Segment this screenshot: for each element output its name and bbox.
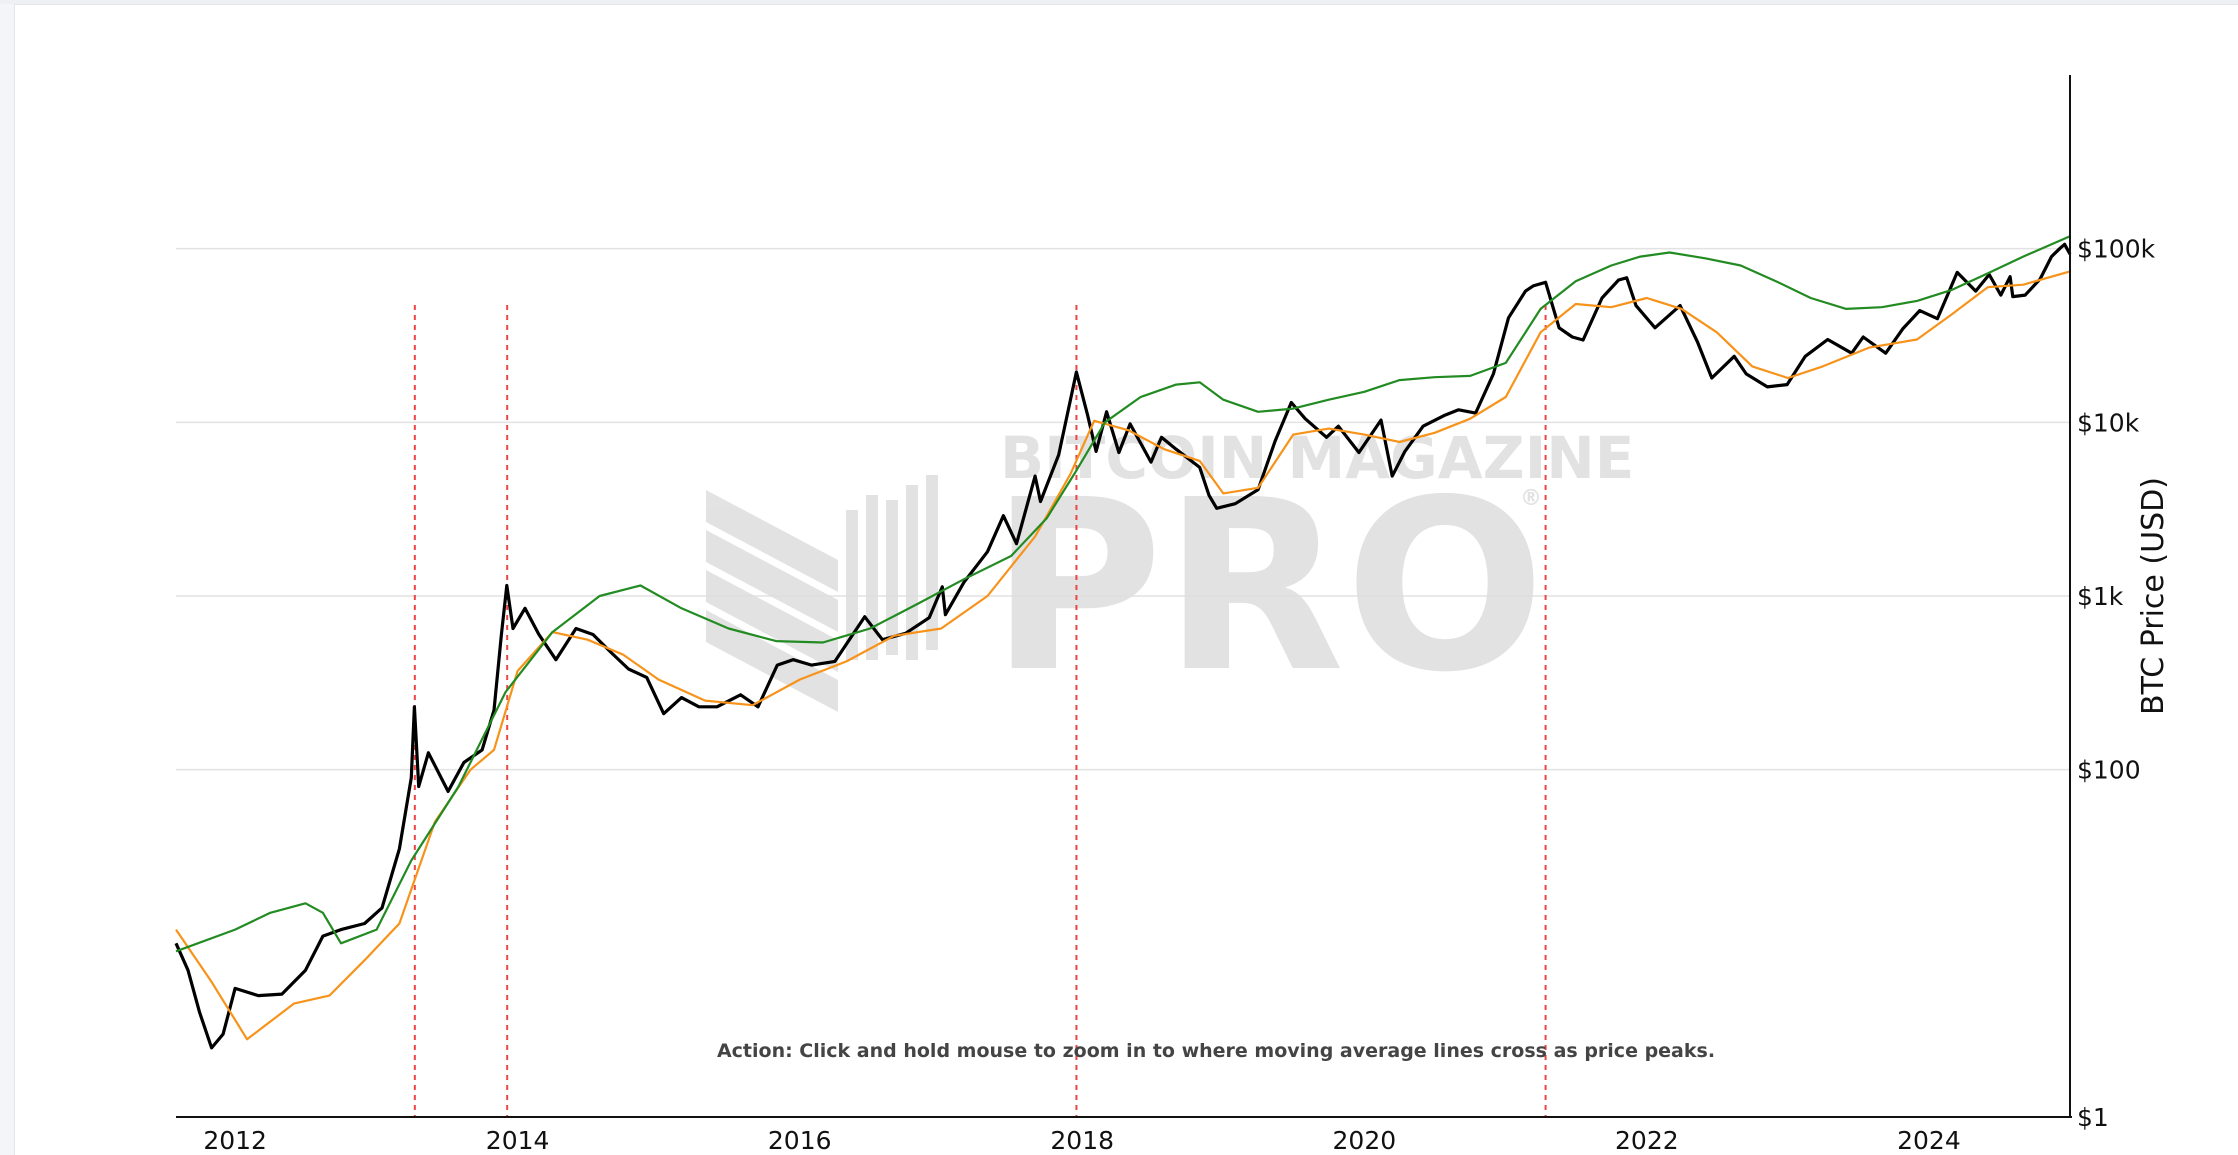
watermark: BITCOIN MAGAZINE PRO ®: [706, 424, 1634, 724]
short-ma-line: [175, 270, 2071, 1041]
top-bar: [0, 0, 2238, 4]
x-tick-label: 2016: [768, 1126, 832, 1154]
y-axis-label: BTC Price (USD): [2136, 477, 2171, 715]
series-lines: [174, 235, 2072, 1050]
grid-lines: [176, 247, 2070, 771]
watermark-main-text: PRO: [990, 449, 1545, 724]
y-tick-label: $100: [2077, 756, 2141, 785]
long-ma-line: [175, 235, 2071, 953]
x-tick-label: 2024: [1897, 1126, 1961, 1154]
x-axis-ticks: 2012 2014 2016 2018 2020 2022 2024: [203, 1126, 1960, 1154]
chart-annotation: Action: Click and hold mouse to zoom in …: [717, 1040, 1715, 1062]
x-tick-label: 2020: [1333, 1126, 1397, 1154]
x-tick-label: 2014: [486, 1126, 550, 1154]
y-tick-label: $1: [2077, 1103, 2109, 1132]
watermark-registered-mark: ®: [1520, 486, 1542, 511]
x-tick-label: 2012: [203, 1126, 267, 1154]
y-tick-label: $100k: [2077, 235, 2156, 264]
chart-panel: [14, 4, 2238, 1155]
x-tick-label: 2018: [1050, 1126, 1114, 1154]
x-tick-label: 2022: [1615, 1126, 1679, 1154]
y-tick-label: $1k: [2077, 582, 2124, 611]
y-axis-ticks: $1 $100 $1k $10k $100k: [2077, 235, 2156, 1132]
watermark-logo-icon: [706, 475, 938, 712]
price-line: [174, 242, 2072, 1050]
watermark-top-text: BITCOIN MAGAZINE: [1000, 424, 1634, 492]
y-tick-label: $10k: [2077, 408, 2140, 437]
